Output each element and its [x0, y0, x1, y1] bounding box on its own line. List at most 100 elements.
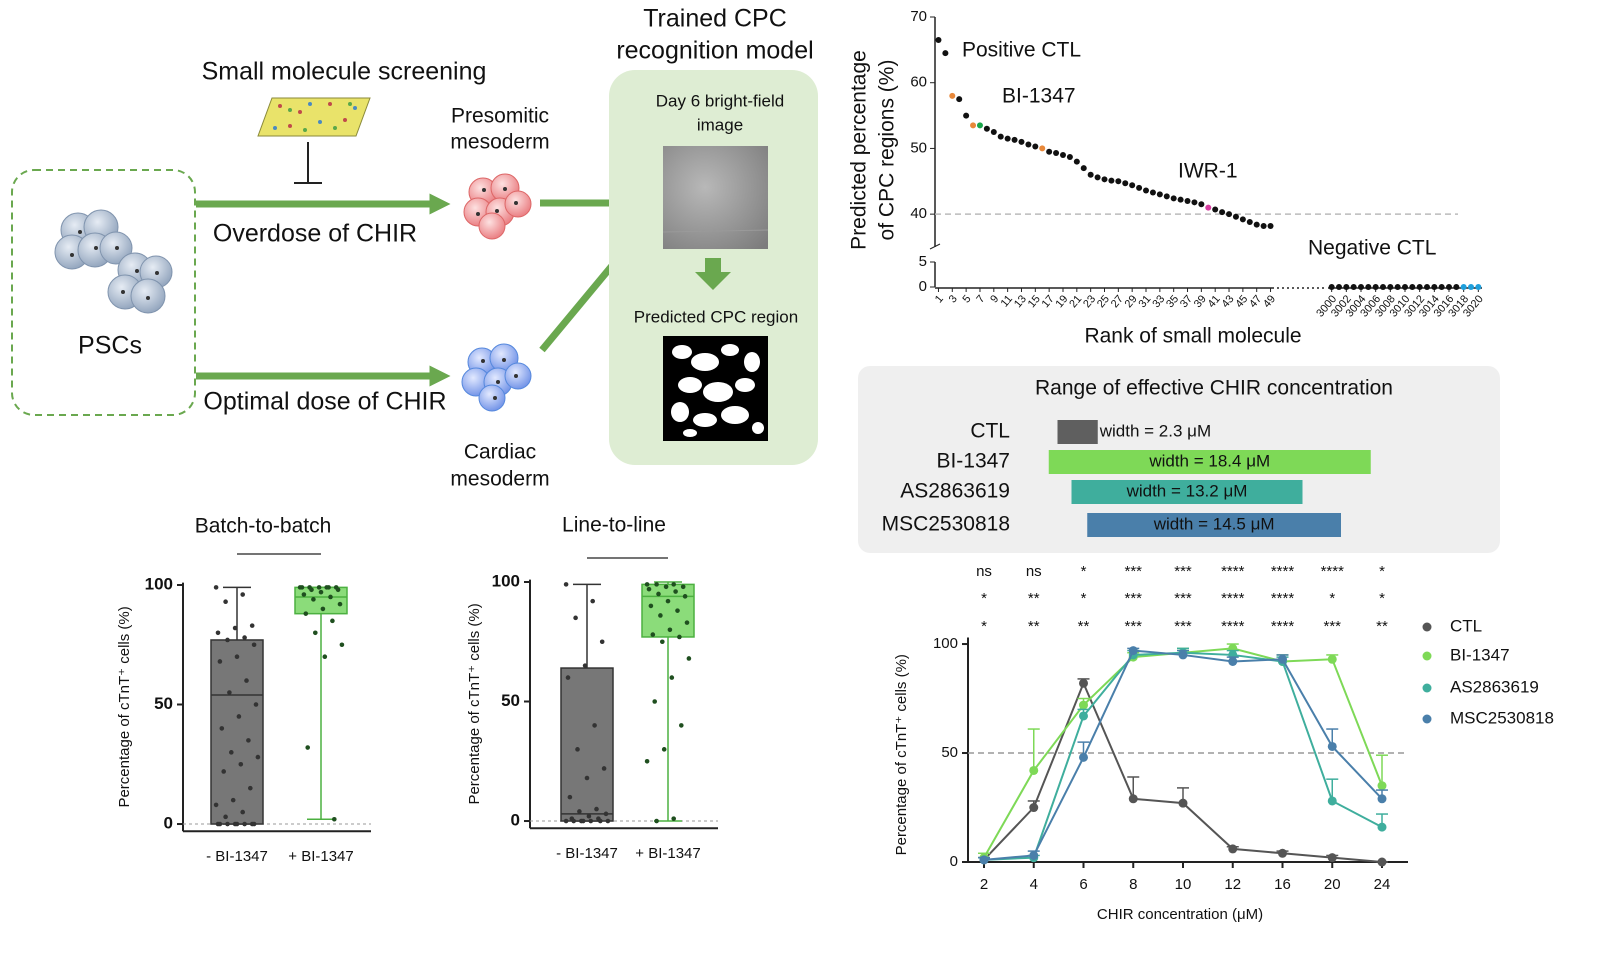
box: [210, 639, 264, 825]
point: [1358, 284, 1364, 290]
point: [563, 582, 569, 587]
point: [1453, 284, 1460, 290]
point: [577, 809, 582, 814]
point: [305, 745, 311, 750]
point: [255, 754, 261, 760]
input-label: image: [697, 115, 743, 134]
legend-label: AS2863619: [1450, 677, 1539, 696]
point: [665, 598, 671, 604]
point: [671, 816, 676, 821]
point: [1409, 284, 1416, 290]
point: [217, 821, 223, 827]
point: [1018, 138, 1025, 145]
significance: ns: [1026, 563, 1042, 580]
point: [594, 806, 599, 812]
image-texture: [662, 229, 769, 233]
point: [227, 690, 232, 695]
point: [571, 818, 576, 824]
point: [1239, 216, 1246, 223]
point: [238, 761, 244, 767]
significance: **: [1028, 590, 1040, 607]
y-tick-label: 0: [950, 853, 958, 870]
x-tick-label: 10: [1175, 876, 1192, 893]
point: [582, 663, 588, 668]
y-tick-label: 100: [492, 571, 520, 590]
significance: ****: [1221, 590, 1245, 607]
point: [1163, 193, 1170, 200]
point: [1387, 284, 1394, 290]
point: [1446, 284, 1452, 290]
point: [1108, 177, 1115, 184]
point: [1475, 284, 1482, 290]
point: [248, 785, 253, 791]
x-tick-label: 49: [1261, 293, 1278, 310]
annotation: Positive CTL: [962, 39, 1081, 62]
x-tick-label: 12: [1224, 876, 1241, 893]
value-label: width = 2.3 μM: [1099, 421, 1211, 440]
presomitic-cells: [463, 173, 532, 240]
y-tick-label: 5: [919, 253, 927, 270]
x-tick-label: 6: [1079, 876, 1087, 893]
point: [573, 615, 578, 621]
point: [963, 112, 970, 119]
marker: [1079, 711, 1088, 721]
point: [1032, 143, 1039, 150]
significance: *: [981, 590, 987, 607]
down-arrow: [695, 258, 731, 290]
value-label: width = 13.2 μM: [1126, 481, 1248, 500]
point: [1066, 153, 1073, 160]
significance: ****: [1271, 590, 1295, 607]
point: [669, 675, 675, 680]
point: [225, 637, 230, 643]
point: [1087, 171, 1094, 178]
marker: [1029, 765, 1039, 775]
category-label: CTL: [970, 420, 1010, 443]
psc-box: [11, 169, 196, 416]
range-bar: [1057, 420, 1098, 444]
marker: [1128, 646, 1138, 656]
point: [1143, 187, 1150, 194]
point: [976, 122, 983, 129]
point: [1431, 284, 1438, 290]
point: [644, 758, 650, 764]
point: [1394, 284, 1401, 290]
point: [650, 632, 656, 637]
marker: [1278, 654, 1287, 664]
y-tick-label: 60: [910, 74, 927, 91]
y-axis-label: Percentage of cTnT⁺ cells (%): [893, 654, 910, 855]
point: [1080, 165, 1087, 172]
y-tick-label: 50: [941, 744, 958, 761]
point: [646, 586, 652, 592]
point: [1073, 158, 1080, 165]
point: [648, 603, 654, 609]
significance: ****: [1321, 563, 1345, 580]
point: [1149, 189, 1156, 196]
x-tick-label: + BI-1347: [635, 845, 700, 862]
point: [1177, 196, 1184, 203]
significance: *: [1081, 563, 1087, 580]
significance: ns: [976, 563, 992, 580]
significance: ***: [1174, 618, 1192, 635]
significance: ***: [1124, 590, 1142, 607]
y-tick-label: 50: [154, 694, 173, 713]
point: [673, 589, 678, 594]
point: [335, 587, 341, 593]
cardiac-label: mesoderm: [450, 468, 549, 491]
y-tick-label: 100: [145, 574, 173, 593]
point: [598, 818, 603, 824]
marker: [1178, 650, 1188, 660]
point: [1468, 284, 1474, 290]
x-tick-label: + BI-1347: [288, 848, 353, 865]
point: [663, 584, 669, 590]
point: [1260, 222, 1267, 229]
y-tick-label: 0: [511, 811, 520, 830]
point: [330, 618, 335, 624]
point: [318, 589, 324, 595]
y-tick-label: 0: [919, 278, 927, 295]
point: [1372, 284, 1379, 290]
point: [242, 821, 247, 827]
point: [1365, 284, 1372, 290]
marker: [1079, 752, 1088, 762]
